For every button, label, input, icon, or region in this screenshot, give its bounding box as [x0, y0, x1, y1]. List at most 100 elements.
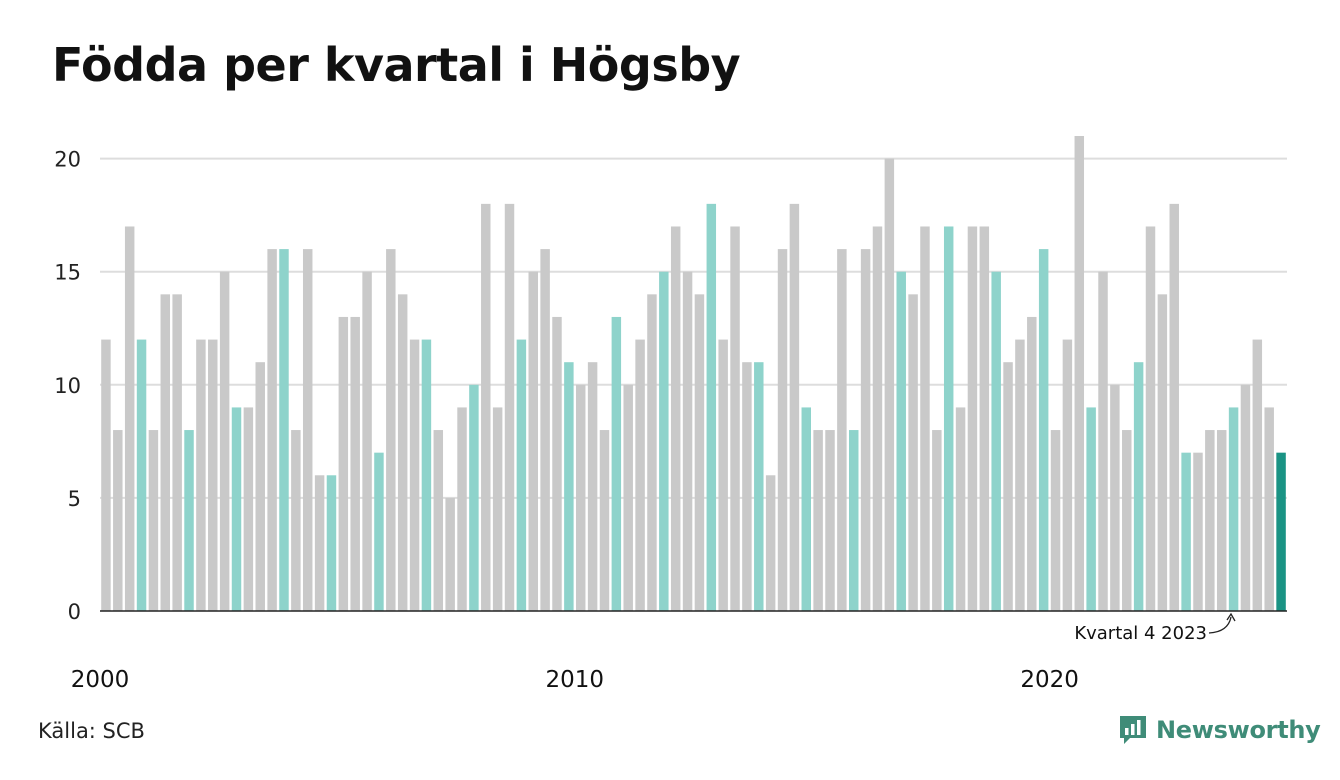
bar: [291, 430, 301, 611]
bar: [1205, 430, 1215, 611]
bar: [374, 452, 384, 611]
bar: [718, 339, 728, 611]
bar: [908, 294, 918, 611]
newsworthy-logo[interactable]: Newsworthy: [1118, 714, 1321, 746]
bar: [314, 475, 325, 611]
bar: [124, 226, 135, 611]
bar: [1050, 430, 1061, 611]
bar: [148, 430, 159, 611]
x-tick-label: 2000: [71, 667, 130, 693]
bar: [991, 271, 1001, 611]
bar: [837, 249, 847, 611]
annotation-arrow: [1208, 616, 1232, 634]
bar: [1181, 452, 1191, 611]
bar: [552, 316, 562, 611]
bar: [338, 316, 349, 611]
bar: [754, 362, 764, 611]
bar: [1015, 339, 1025, 611]
bar: [219, 271, 230, 611]
x-tick-label: 2020: [1020, 667, 1079, 693]
bar: [302, 249, 313, 611]
y-tick-label: 5: [68, 487, 81, 511]
bar: [113, 430, 123, 611]
bar: [1216, 430, 1227, 611]
bar: [350, 316, 360, 611]
bar: [1086, 407, 1096, 611]
bar: [136, 339, 147, 611]
bar: [1062, 339, 1073, 611]
bar: [397, 294, 408, 611]
bar: [659, 271, 669, 611]
bar: [611, 316, 622, 611]
annotation-arrowhead: [1226, 612, 1236, 622]
bar: [445, 497, 455, 611]
bar: [801, 407, 811, 611]
gridlines: [100, 157, 1287, 499]
newsworthy-logo-icon: [1120, 716, 1146, 744]
bar: [670, 226, 681, 611]
y-tick-label: 20: [54, 148, 81, 172]
bars: [101, 136, 1286, 611]
bar: [1193, 452, 1203, 611]
bar: [943, 226, 954, 611]
bar: [1240, 384, 1251, 611]
annotation-label: Kvartal 4 2023: [1074, 623, 1207, 644]
bar: [1110, 384, 1120, 611]
bar: [742, 362, 752, 611]
chart-title: Födda per kvartal i Högsby: [52, 38, 741, 92]
bar: [326, 475, 337, 611]
x-tick-label: 2010: [546, 667, 605, 693]
bar: [516, 339, 527, 611]
y-tick-label: 10: [54, 374, 81, 398]
axes: 0 5 10 15 20 2000 2010 2020: [54, 148, 1287, 693]
bar: [730, 226, 740, 611]
bar: [481, 203, 491, 611]
y-tick-label: 15: [54, 261, 81, 285]
bar: [504, 203, 515, 611]
bar: [955, 407, 966, 611]
bar: [184, 430, 194, 611]
bar: [789, 203, 800, 611]
bar: [1169, 203, 1179, 611]
bar: [967, 226, 978, 611]
brand-name: Newsworthy: [1156, 716, 1321, 744]
source-label: Källa: SCB: [38, 719, 145, 743]
bar: [825, 430, 835, 611]
bar: [576, 384, 586, 611]
bar: [1074, 136, 1085, 611]
bar: [813, 430, 823, 611]
bar: [706, 203, 717, 611]
bar: [528, 271, 538, 611]
bar: [386, 249, 396, 611]
bar: [469, 384, 479, 611]
bar: [1098, 271, 1108, 611]
bar: [860, 249, 871, 611]
bar: [777, 249, 788, 611]
bar: [362, 271, 372, 611]
bar: [1145, 226, 1156, 611]
bar: [896, 271, 906, 611]
bar: [1228, 407, 1239, 611]
bar: [255, 362, 265, 611]
bar: [884, 158, 895, 611]
bar: [1038, 249, 1049, 611]
bar: [1003, 362, 1013, 611]
bar: [1122, 430, 1132, 611]
bar: [920, 226, 930, 611]
bar: [1157, 294, 1168, 611]
bar: [243, 407, 254, 611]
bar: [872, 226, 883, 611]
bar: [765, 475, 776, 611]
bar: [231, 407, 242, 611]
bar: [599, 430, 610, 611]
bar: [101, 339, 111, 611]
bar: [587, 362, 598, 611]
bar: [1264, 407, 1274, 611]
bar: [564, 362, 574, 611]
bar: [492, 407, 503, 611]
bar: [1027, 316, 1037, 611]
bar: [433, 430, 444, 611]
bar: [849, 430, 859, 611]
bar: [623, 384, 633, 611]
